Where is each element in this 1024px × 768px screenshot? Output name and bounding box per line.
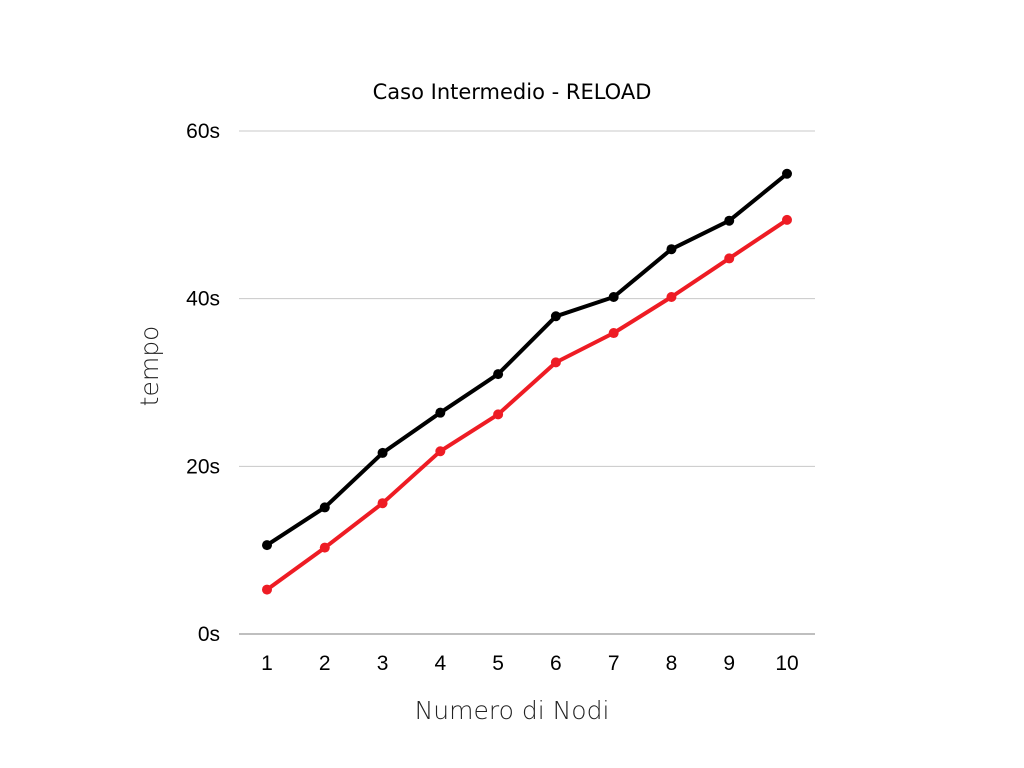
data-point bbox=[493, 369, 504, 380]
series-1 bbox=[262, 168, 792, 551]
y-tick-label: 0s bbox=[198, 623, 220, 646]
y-axis-tick-labels: 0s 20s 40s 60s bbox=[186, 120, 220, 646]
data-point bbox=[550, 357, 561, 368]
x-axis-tick-labels: 1 2 3 4 5 6 7 8 9 10 bbox=[261, 652, 799, 675]
x-tick-label: 9 bbox=[723, 652, 735, 675]
data-point bbox=[262, 584, 272, 595]
series-2 bbox=[262, 214, 792, 595]
data-point bbox=[435, 446, 446, 457]
y-axis-label: tempo bbox=[135, 326, 164, 407]
data-point bbox=[666, 244, 677, 255]
data-point bbox=[782, 168, 792, 179]
data-point bbox=[377, 447, 388, 458]
x-tick-label: 8 bbox=[666, 652, 678, 675]
series-line bbox=[265, 217, 789, 592]
x-tick-label: 4 bbox=[434, 652, 446, 675]
data-point bbox=[550, 311, 561, 322]
chart-title: Caso Intermedio - RELOAD bbox=[373, 80, 652, 104]
data-point bbox=[319, 542, 330, 553]
x-tick-label: 1 bbox=[261, 652, 273, 675]
data-point bbox=[319, 502, 330, 513]
data-point bbox=[666, 291, 677, 302]
x-tick-label: 3 bbox=[377, 652, 389, 675]
data-point bbox=[782, 214, 792, 225]
x-tick-label: 10 bbox=[775, 652, 798, 675]
data-point bbox=[724, 215, 735, 226]
data-point bbox=[435, 407, 446, 418]
x-tick-label: 6 bbox=[550, 652, 562, 675]
data-point bbox=[377, 498, 388, 509]
data-point bbox=[724, 253, 735, 264]
gridlines bbox=[239, 130, 815, 635]
y-tick-label: 40s bbox=[186, 288, 220, 311]
y-tick-label: 20s bbox=[186, 455, 220, 478]
data-point bbox=[493, 409, 504, 420]
data-point bbox=[262, 540, 272, 551]
x-axis-label: Numero di Nodi bbox=[415, 696, 610, 725]
x-tick-label: 2 bbox=[319, 652, 331, 675]
data-point bbox=[608, 328, 619, 339]
series-group bbox=[262, 168, 792, 595]
data-point bbox=[608, 291, 619, 302]
x-tick-label: 7 bbox=[608, 652, 620, 675]
series-line bbox=[265, 171, 789, 548]
x-tick-label: 5 bbox=[492, 652, 504, 675]
y-tick-label: 60s bbox=[186, 120, 220, 143]
